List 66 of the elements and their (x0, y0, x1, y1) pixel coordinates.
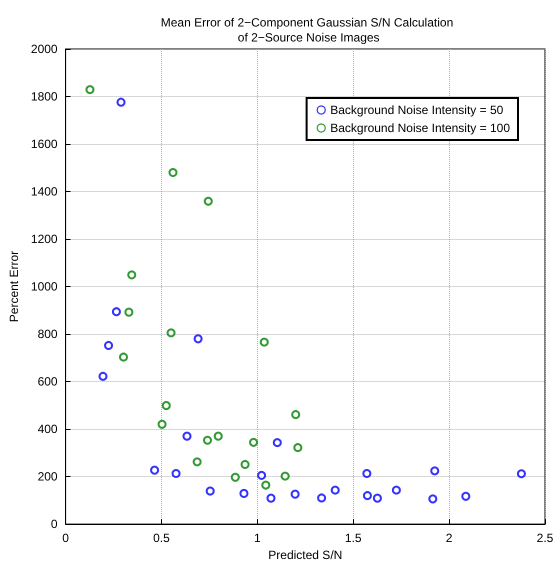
x-tick-label: 1.5 (344, 531, 362, 546)
x-tick-label: 2.5 (536, 531, 554, 546)
point (362, 491, 372, 500)
x-tick-label: 0 (62, 531, 70, 546)
point (204, 196, 213, 206)
point (261, 480, 270, 490)
point (290, 490, 300, 499)
y-tick-label: 1000 (30, 280, 58, 294)
x-tick-label: 1 (254, 531, 262, 546)
point (392, 486, 401, 495)
point (166, 328, 176, 338)
point (158, 420, 167, 429)
legend-label: Background Noise Intensity = 50 (330, 103, 504, 117)
point (272, 438, 282, 448)
point (257, 470, 266, 480)
point (330, 486, 340, 495)
point (168, 168, 178, 178)
point (112, 307, 121, 316)
x-tick-label: 2 (446, 531, 453, 546)
point (430, 466, 440, 476)
point (428, 494, 438, 504)
point (516, 469, 526, 478)
y-tick-label: 800 (38, 327, 58, 342)
point (249, 438, 258, 447)
legend-label: Background Noise Intensity = 100 (330, 121, 510, 135)
y-tick-label: 600 (38, 374, 58, 389)
point (150, 466, 160, 475)
point (239, 488, 248, 498)
point (104, 340, 114, 350)
y-tick-label: 1600 (30, 137, 58, 152)
x-tick-label: 0.5 (153, 531, 170, 546)
chart-title: Mean Error of 2−Component Gaussian S/N Calculation of 2−Source Noise Images (160, 16, 454, 44)
point (119, 352, 128, 362)
y-tick-label: 1800 (30, 90, 58, 104)
point (192, 457, 202, 466)
y-axis-title: Percent Error (7, 250, 21, 322)
point (260, 338, 269, 347)
point (194, 334, 203, 344)
y-tick-label: 2000 (30, 42, 58, 56)
point (362, 469, 372, 478)
point (85, 85, 94, 94)
point (280, 472, 290, 481)
point (461, 492, 470, 501)
point (182, 432, 192, 441)
point (116, 98, 126, 107)
point (206, 486, 215, 496)
y-tick-label: 1200 (30, 232, 58, 246)
point (372, 494, 382, 503)
point (127, 270, 136, 280)
y-tick-label: 400 (38, 422, 58, 436)
point (317, 493, 326, 502)
y-tick-label: 1400 (30, 184, 58, 199)
point (214, 432, 223, 441)
y-tick-label: 200 (38, 470, 58, 484)
point (98, 372, 108, 381)
point (203, 436, 212, 445)
y-tick-label: 0 (50, 517, 58, 532)
point (291, 410, 300, 420)
point (172, 469, 181, 478)
point (266, 494, 276, 503)
point (124, 308, 134, 317)
point (162, 401, 171, 410)
point (293, 443, 302, 452)
point (230, 472, 240, 482)
point (240, 460, 250, 469)
x-axis-title: Predicted S/N (268, 548, 342, 562)
